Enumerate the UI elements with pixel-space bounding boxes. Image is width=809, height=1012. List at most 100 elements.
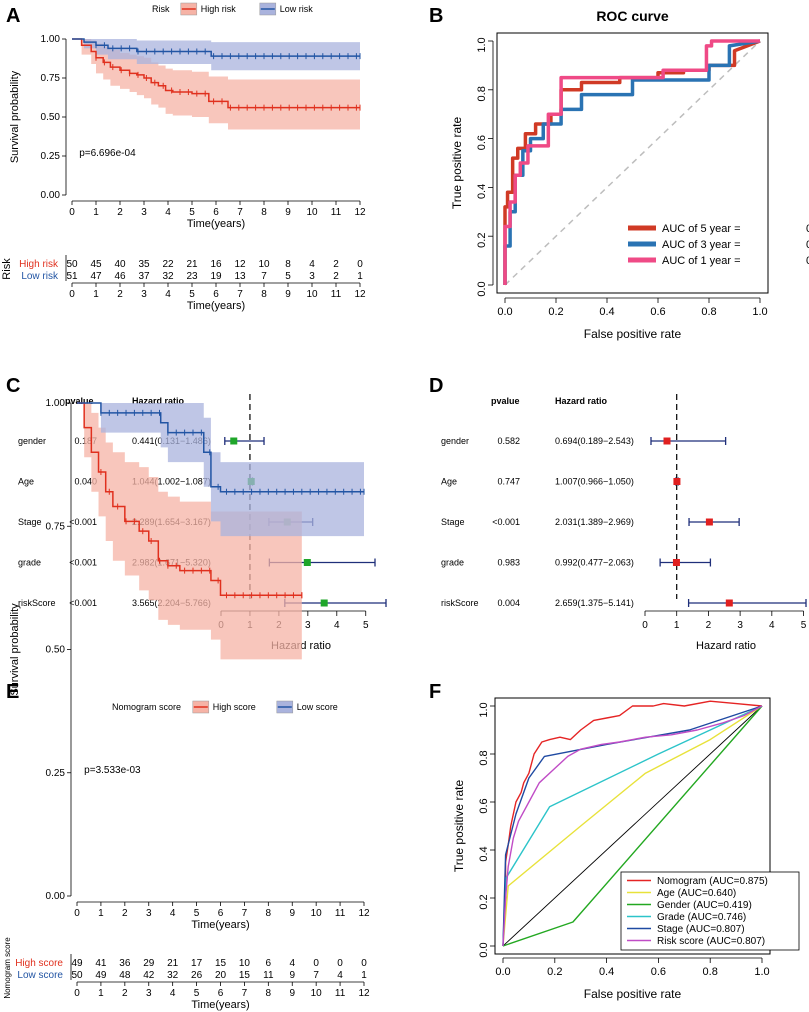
risk-table-count: 2 [333,259,339,270]
panel-letter-c: C [6,375,20,397]
y-tick-label: 1.00 [46,398,66,409]
risk-table-row-label: Low risk [21,271,59,282]
risk-table-count: 15 [215,958,227,969]
risk-table-count: 46 [114,271,126,282]
risk-table-tick-label: 2 [117,289,123,300]
y-tick-label: 0.0 [478,942,490,957]
risk-table-count: 16 [210,259,222,270]
x-tick-label: 1 [93,207,99,218]
x-tick-label: 0.0 [497,306,512,318]
y-tick-label: 0.25 [46,768,66,779]
legend-label-1: Age (AUC=0.640) [657,888,736,899]
row-hazard-ratio: 0.694(0.189−2.543) [555,436,634,446]
risk-table-count: 32 [162,271,174,282]
row-pvalue: 0.983 [497,558,520,568]
row-hazard-ratio: 2.031(1.389−2.969) [555,517,634,527]
risk-table-count: 40 [114,259,126,270]
risk-table-count: 37 [138,271,150,282]
risk-table-count: 7 [261,271,267,282]
row-pvalue: <0.001 [69,517,97,527]
risk-table-count: 2 [333,271,339,282]
risk-table-count: 1 [361,970,367,981]
risk-table-count: 8 [285,259,291,270]
y-tick-label: 0.25 [41,151,61,162]
legend-label-1: Low score [297,702,338,712]
risk-table-count: 19 [210,271,222,282]
x-axis-label: False positive rate [584,987,682,1001]
x-tick-label: 7 [237,207,243,218]
panel-b-roc-plot: 0.0 0.0 0.2 0.2 0.4 0.4 0.6 0.6 0.8 0.8 1.0 1.0 Fals… [450,8,809,341]
x-tick-label: 12 [358,908,370,919]
x-tick-label: 4 [170,908,176,919]
risk-table-count: 47 [90,271,102,282]
hr-point [320,599,328,607]
legend-box [620,871,800,951]
x-tick-label: 10 [311,908,323,919]
x-tick-label: 2 [706,620,712,631]
legend-label-0: Nomogram (AUC=0.875) [657,876,768,887]
risk-table-tick-label: 0 [69,289,75,300]
y-tick-label: 0.00 [41,190,61,201]
risk-table-x-label: Time(years) [191,999,249,1011]
risk-table-count: 0 [357,259,363,270]
x-tick-label: 0.8 [703,966,718,978]
p-value: p=3.533e-03 [84,765,141,776]
risk-table-count: 9 [289,970,295,981]
y-tick-label: 0.8 [478,750,490,765]
row-label: grade [18,558,41,568]
risk-table-count: 12 [234,259,246,270]
legend-label-4: Stage (AUC=0.807) [657,924,745,935]
risk-table-count: 49 [71,958,83,969]
row-hazard-ratio: 2.659(1.375−5.141) [555,598,634,608]
panel-letter-e: E [6,681,19,703]
legend-label-1: AUC of 3 year = [662,239,741,251]
x-tick-label: 0.2 [547,966,562,978]
risk-table-count: 11 [263,970,274,981]
risk-table-count: 26 [191,970,203,981]
x-tick-label: 2 [117,207,123,218]
legend-auc-2: 0.798 [806,255,809,267]
legend-title: Nomogram score [112,702,181,712]
risk-table-count: 4 [289,958,295,969]
row-pvalue: <0.001 [69,558,97,568]
x-tick-label: 4 [769,620,775,631]
x-tick-label: 12 [354,207,366,218]
risk-table-count: 50 [66,259,78,270]
row-label: gender [441,436,469,446]
risk-table-tick-label: 0 [74,988,80,999]
risk-table-tick-label: 2 [122,988,128,999]
risk-table-row-label: High risk [19,259,59,270]
ci-band-1 [72,39,360,71]
x-tick-label: 10 [306,207,318,218]
x-tick-label: 0.0 [495,966,510,978]
risk-table-count: 0 [313,958,319,969]
risk-table-count: 49 [95,970,107,981]
risk-table-tick-label: 9 [285,289,291,300]
x-tick-label: 0.6 [651,966,666,978]
risk-table-count: 36 [119,958,131,969]
risk-table-count: 35 [138,259,150,270]
x-tick-label: 3 [141,207,147,218]
y-tick-label: 0.00 [46,891,66,902]
risk-table-tick-label: 4 [165,289,171,300]
legend-auc-1: 0.783 [806,239,809,251]
risk-table-tick-label: 8 [261,289,267,300]
plot-frame [496,32,769,294]
hr-point [725,599,733,607]
y-tick-label: 0.6 [476,135,488,150]
risk-table-count: 4 [337,970,343,981]
risk-table-count: 50 [71,970,83,981]
row-pvalue: 0.040 [74,477,97,487]
legend-label-0: High risk [201,4,237,14]
survival-curve-0 [77,402,302,597]
y-tick-label: 1.0 [476,37,488,52]
x-tick-label: 11 [335,908,346,919]
risk-table-tick-label: 11 [335,988,346,999]
risk-table-count: 6 [266,958,272,969]
x-tick-label: 3 [146,908,152,919]
hr-point [663,437,671,445]
legend-label-0: High score [213,702,256,712]
survival-curve-1 [72,38,360,57]
risk-table-tick-label: 5 [189,289,195,300]
